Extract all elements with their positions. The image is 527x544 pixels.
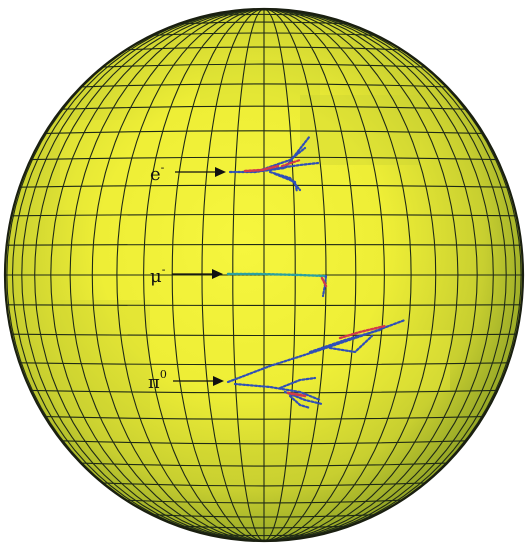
muon-trajectory xyxy=(320,276,328,288)
muon-annotation: μ- xyxy=(150,263,328,298)
longitude-line xyxy=(91,9,265,541)
longitude-line xyxy=(263,9,437,541)
pion-annotation: π0 xyxy=(148,318,407,410)
longitude-line xyxy=(263,9,478,541)
shower-track xyxy=(280,158,302,168)
longitude-line xyxy=(11,9,265,541)
tile-patch xyxy=(60,120,170,210)
longitude-line xyxy=(263,9,412,541)
pion-track xyxy=(278,376,317,390)
tile-patch xyxy=(200,440,340,490)
pion-track xyxy=(233,382,322,402)
shower-track xyxy=(263,161,320,172)
longitude-line xyxy=(143,9,265,541)
longitude-line xyxy=(263,9,459,541)
pion-track xyxy=(338,324,387,340)
electron-annotation: e- xyxy=(150,134,320,194)
tile-patches xyxy=(60,60,450,490)
longitude-line xyxy=(263,9,507,541)
longitude-line xyxy=(69,9,265,541)
longitude-line xyxy=(21,9,265,541)
longitude-line xyxy=(116,9,265,541)
tile-patch xyxy=(60,300,150,420)
tile-patch xyxy=(200,60,320,105)
sphere-outline xyxy=(3,7,525,543)
longitude-line xyxy=(263,9,385,541)
pion-arrow xyxy=(173,376,224,386)
tile-patch xyxy=(300,95,420,165)
longitude-line xyxy=(263,9,357,541)
longitude-line xyxy=(34,9,265,541)
longitude-line xyxy=(50,9,265,541)
longitude-line xyxy=(201,9,265,541)
pion-label: π0 xyxy=(148,368,167,393)
pion-track xyxy=(288,394,312,410)
longitude-line xyxy=(263,9,517,541)
muon-label: μ- xyxy=(150,263,166,287)
shower-track xyxy=(243,164,280,173)
longitude-line xyxy=(263,9,494,541)
muon-trajectory xyxy=(226,272,327,278)
pion-track xyxy=(308,328,382,354)
electron-label: e- xyxy=(150,161,165,185)
pion-track xyxy=(286,391,307,398)
muon-arrow xyxy=(172,269,223,279)
pion-showers-icon xyxy=(226,318,407,410)
pion-track xyxy=(226,318,407,384)
longitude-line xyxy=(171,9,265,541)
muon-track-icon xyxy=(226,272,328,298)
shower-track xyxy=(273,172,299,194)
pion-track xyxy=(328,334,374,354)
electron-arrow xyxy=(175,167,226,177)
electron-shower-icon xyxy=(228,134,320,194)
